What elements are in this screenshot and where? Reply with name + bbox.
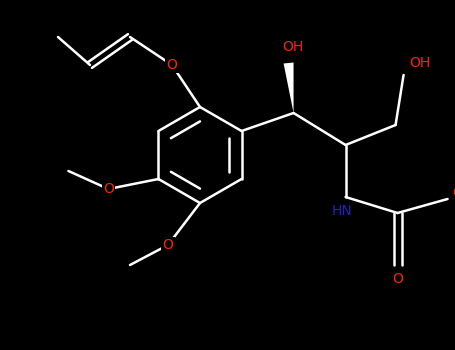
- Text: OH: OH: [282, 40, 303, 54]
- Text: O: O: [452, 186, 455, 200]
- Polygon shape: [283, 63, 293, 113]
- Text: HN: HN: [331, 204, 352, 218]
- Text: OH: OH: [409, 56, 430, 70]
- Text: O: O: [162, 238, 173, 252]
- Text: O: O: [392, 272, 403, 286]
- Text: O: O: [103, 182, 114, 196]
- Text: O: O: [167, 58, 177, 72]
